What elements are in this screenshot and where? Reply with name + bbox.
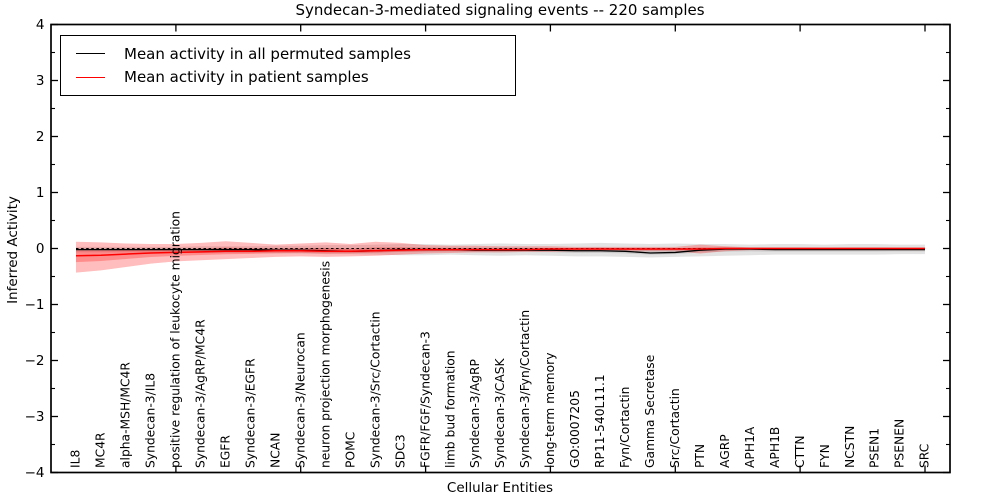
x-tick-label: PTN [693, 444, 707, 468]
x-tick-label: SDC3 [393, 434, 407, 468]
patient-line-sample [76, 76, 105, 78]
x-tick-label: SRC [918, 444, 932, 468]
x-tick-label: Syndecan-3/CASK [493, 357, 507, 468]
legend: Mean activity in all permuted samples Me… [60, 35, 516, 96]
x-tick-label: GO:0007205 [568, 390, 582, 468]
patient-mean-line [75, 247, 925, 257]
x-tick-label: IL8 [69, 450, 83, 468]
permuted-line-sample [76, 53, 105, 55]
y-tick-label: −1 [25, 297, 45, 313]
x-tick-label: CTTN [793, 435, 807, 468]
x-tick-label: Syndecan-3/Src/Cortactin [368, 311, 382, 468]
x-tick-label: Syndecan-3/Fyn/Cortactin [518, 310, 532, 468]
x-tick-label: limb bud formation [443, 350, 457, 468]
x-tick-label: POMC [343, 432, 357, 468]
y-tick-label: 4 [36, 17, 45, 33]
legend-label-patient: Mean activity in patient samples [124, 68, 369, 87]
x-tick-label: Gamma Secretase [643, 355, 657, 468]
x-tick-label: Syndecan-3/IL8 [144, 373, 158, 468]
y-tick-label: −2 [25, 353, 45, 369]
x-tick-label: Syndecan-3/AgRP [468, 359, 482, 468]
x-tick-label: MC4R [94, 432, 108, 468]
x-tick-label: neuron projection morphogenesis [318, 261, 332, 468]
x-tick-label: AGRP [718, 434, 732, 468]
x-tick-label: APH1B [768, 427, 782, 468]
legend-entry-permuted: Mean activity in all permuted samples [61, 45, 515, 63]
x-tick-label: RP11-540L11.1 [593, 374, 607, 468]
x-axis-label: Cellular Entities [446, 480, 554, 496]
x-tick-label: long-term memory [543, 353, 557, 468]
y-tick-label: 1 [36, 185, 45, 201]
x-tick-label: Src/Cortactin [668, 388, 682, 468]
x-tick-label: FYN [818, 444, 832, 468]
x-tick-label: Syndecan-3/EGFR [243, 358, 257, 468]
x-tick-label: PSEN1 [868, 428, 882, 468]
x-tick-label: EGFR [219, 435, 233, 468]
y-tick-label: 3 [36, 73, 45, 89]
y-tick-label: 0 [36, 241, 45, 257]
x-tick-label: FGFR/FGF/Syndecan-3 [418, 331, 432, 468]
x-tick-label: Fyn/Cortactin [618, 387, 632, 468]
x-tick-label: Syndecan-3/AgRP/MC4R [194, 319, 208, 468]
legend-entry-patient: Mean activity in patient samples [61, 68, 515, 86]
x-tick-label: APH1A [743, 426, 757, 468]
y-tick-label: 2 [36, 129, 45, 145]
x-tick-label: positive regulation of leukocyte migrati… [169, 211, 183, 468]
chart-title: Syndecan-3-mediated signaling events -- … [295, 1, 705, 19]
x-tick-label: NCAN [268, 433, 282, 468]
x-tick-label: Syndecan-3/Neurocan [293, 332, 307, 468]
x-tick-label: PSENEN [893, 419, 907, 468]
legend-label-permuted: Mean activity in all permuted samples [124, 44, 411, 63]
x-tick-label: alpha-MSH/MC4R [119, 362, 133, 468]
x-tick-label: NCSTN [843, 426, 857, 468]
y-tick-label: −3 [25, 409, 45, 425]
y-tick-label: −4 [25, 465, 45, 481]
